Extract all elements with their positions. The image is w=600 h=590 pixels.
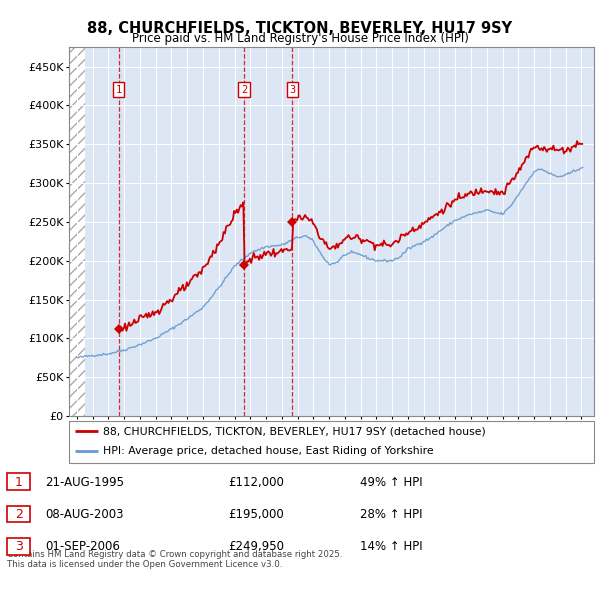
Text: 14% ↑ HPI: 14% ↑ HPI (360, 540, 422, 553)
Text: 28% ↑ HPI: 28% ↑ HPI (360, 508, 422, 521)
Text: 21-AUG-1995: 21-AUG-1995 (45, 476, 124, 489)
Text: 2: 2 (14, 508, 23, 521)
Text: 49% ↑ HPI: 49% ↑ HPI (360, 476, 422, 489)
Text: Contains HM Land Registry data © Crown copyright and database right 2025.
This d: Contains HM Land Registry data © Crown c… (7, 550, 343, 569)
Text: 1: 1 (14, 476, 23, 489)
Text: 2: 2 (241, 84, 247, 94)
Text: 08-AUG-2003: 08-AUG-2003 (45, 508, 124, 521)
Text: 3: 3 (14, 540, 23, 553)
Text: 1: 1 (115, 84, 122, 94)
Text: Price paid vs. HM Land Registry's House Price Index (HPI): Price paid vs. HM Land Registry's House … (131, 32, 469, 45)
Text: 88, CHURCHFIELDS, TICKTON, BEVERLEY, HU17 9SY (detached house): 88, CHURCHFIELDS, TICKTON, BEVERLEY, HU1… (103, 427, 486, 436)
Text: HPI: Average price, detached house, East Riding of Yorkshire: HPI: Average price, detached house, East… (103, 446, 434, 456)
Text: £112,000: £112,000 (228, 476, 284, 489)
Text: £249,950: £249,950 (228, 540, 284, 553)
Text: 01-SEP-2006: 01-SEP-2006 (45, 540, 120, 553)
Text: 3: 3 (289, 84, 296, 94)
Text: £195,000: £195,000 (228, 508, 284, 521)
Text: 88, CHURCHFIELDS, TICKTON, BEVERLEY, HU17 9SY: 88, CHURCHFIELDS, TICKTON, BEVERLEY, HU1… (88, 21, 512, 35)
